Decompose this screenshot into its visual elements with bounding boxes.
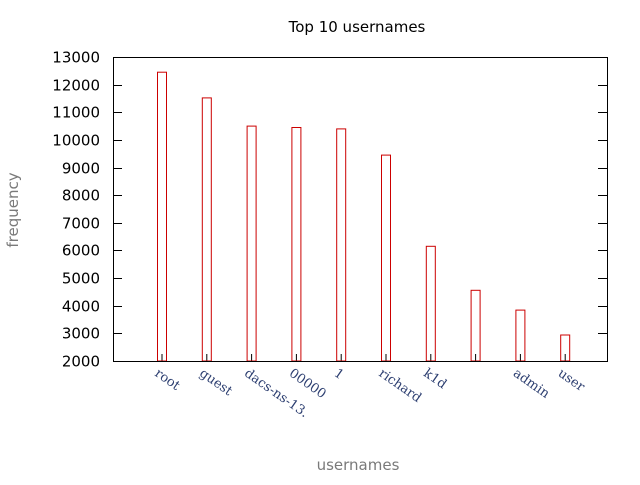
y-tick-label: 7000 bbox=[62, 215, 100, 233]
y-tick-label: 10000 bbox=[52, 132, 100, 150]
x-tick-label: admin bbox=[510, 366, 553, 402]
y-tick-label: 9000 bbox=[62, 160, 100, 178]
bar bbox=[201, 97, 212, 362]
x-tick-label: 1 bbox=[331, 366, 346, 383]
x-tick-label: root bbox=[152, 366, 183, 394]
bars-group bbox=[157, 71, 571, 362]
bar bbox=[515, 309, 526, 362]
y-tick-label: 2000 bbox=[62, 353, 100, 371]
x-tick-label: k1d bbox=[421, 366, 450, 392]
y-tick-label: 8000 bbox=[62, 187, 100, 205]
y-tick-label: 5000 bbox=[62, 270, 100, 288]
y-tick-label: 6000 bbox=[62, 242, 100, 260]
x-tick-label: guest bbox=[197, 366, 236, 400]
y-tick-label: 11000 bbox=[52, 104, 100, 122]
y-tick-label: 3000 bbox=[62, 325, 100, 343]
bar bbox=[246, 125, 257, 362]
y-axis-label: frequency bbox=[4, 172, 22, 247]
x-axis-label: usernames bbox=[317, 456, 400, 474]
bar bbox=[157, 71, 167, 362]
chart-title: Top 10 usernames bbox=[288, 18, 426, 36]
bar bbox=[336, 128, 347, 362]
y-tick-label: 12000 bbox=[52, 77, 100, 95]
axis-ticks: 2000 3000 4000 5000 6000 7000 8000 9000 10000 110… bbox=[52, 49, 607, 421]
bar bbox=[425, 245, 436, 362]
x-tick-label: richard bbox=[376, 366, 424, 406]
bar bbox=[291, 127, 302, 362]
x-tick-label: user bbox=[555, 366, 588, 395]
y-tick-label: 4000 bbox=[62, 298, 100, 316]
y-tick-label: 13000 bbox=[52, 49, 100, 67]
bar bbox=[381, 154, 391, 362]
plot-frame bbox=[113, 57, 608, 362]
bar bbox=[470, 289, 481, 362]
